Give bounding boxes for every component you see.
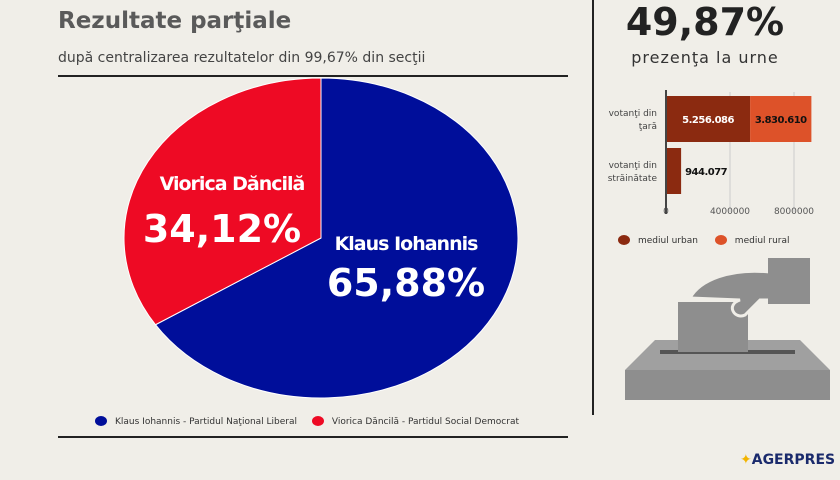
category-label: străinătate xyxy=(608,174,658,184)
category-label: votanţi din xyxy=(609,109,657,119)
divider xyxy=(58,436,568,438)
legend-swatch xyxy=(311,416,324,426)
category-label: votanţi din xyxy=(609,161,657,171)
pie-legend: Klaus Iohannis - Partidul Naţional Liber… xyxy=(95,416,519,427)
slice-label-value: 34,12% xyxy=(143,207,301,251)
pie-slice xyxy=(123,77,322,326)
bar-data-label: 3.830.610 xyxy=(755,115,807,126)
bar-data-label: 5.256.086 xyxy=(682,115,734,126)
legend-item: Klaus Iohannis - Partidul Naţional Liber… xyxy=(95,416,298,427)
bar xyxy=(666,148,682,194)
turnout-label: prezenţa la urne xyxy=(631,48,779,67)
bar-data-label: 944.077 xyxy=(685,167,728,178)
slice-label-name: Klaus Iohannis xyxy=(335,233,479,255)
divider xyxy=(58,75,568,77)
legend-label: Viorica Dăncilă - Partidul Social Democr… xyxy=(331,416,519,427)
bar xyxy=(750,96,812,142)
bar xyxy=(666,96,751,142)
legend-swatch xyxy=(95,416,107,426)
legend-label: mediul urban xyxy=(638,235,698,246)
pie-slice xyxy=(154,77,519,399)
legend-label: Klaus Iohannis - Partidul Naţional Liber… xyxy=(115,416,298,427)
slice-label-name: Viorica Dăncilă xyxy=(160,173,305,195)
slice-label-value: 65,88% xyxy=(327,261,485,305)
x-tick-label: 4000000 xyxy=(710,207,750,217)
vertical-divider xyxy=(592,0,594,415)
legend-item: mediul urban xyxy=(618,235,698,246)
legend-item: Viorica Dăncilă - Partidul Social Democr… xyxy=(311,416,519,427)
agerpres-logo: ✦AGERPRES xyxy=(740,452,836,468)
page-subtitle: după centralizarea rezultatelor din 99,6… xyxy=(58,50,426,66)
ballot-box-icon xyxy=(625,258,830,400)
page-title: Rezultate parţiale xyxy=(58,8,292,34)
legend-swatch xyxy=(618,235,630,245)
bar-legend: mediul urban mediul rural xyxy=(618,235,790,246)
legend-label: mediul rural xyxy=(734,235,790,246)
x-tick-label: 8000000 xyxy=(774,207,814,217)
turnout-value: 49,87% xyxy=(625,0,785,44)
legend-swatch xyxy=(714,235,727,245)
category-label: ţară xyxy=(639,122,657,132)
logo-text: AGERPRES xyxy=(751,452,836,468)
legend-item: mediul rural xyxy=(714,235,790,246)
